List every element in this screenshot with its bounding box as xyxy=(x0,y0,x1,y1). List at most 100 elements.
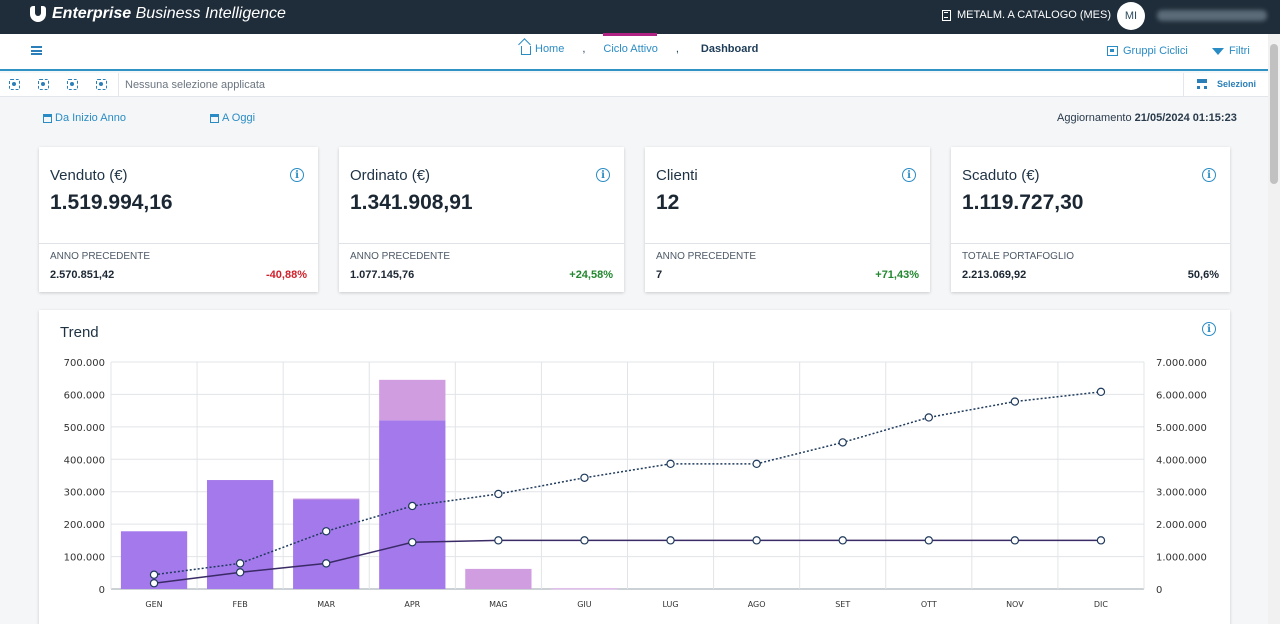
x-axis-tick: GEN xyxy=(145,600,162,609)
kpi-delta: +24,58% xyxy=(569,269,613,281)
y-axis-left-tick: 200.000 xyxy=(64,520,105,531)
scrollbar-thumb[interactable] xyxy=(1270,44,1278,184)
period-today-button[interactable]: A Oggi xyxy=(210,112,255,124)
y-axis-right-tick: 1.000.000 xyxy=(1156,553,1207,564)
menu-icon[interactable] xyxy=(31,46,42,55)
selezioni-button[interactable]: Selezioni xyxy=(1197,79,1256,89)
y-axis-right-tick: 7.000.000 xyxy=(1156,358,1207,369)
kpi-value: 1.519.994,16 xyxy=(50,191,173,214)
app-title: Enterprise Business Intelligence xyxy=(52,5,286,22)
series-point xyxy=(494,536,503,545)
kpi-title: Venduto (€) xyxy=(50,167,128,184)
series-point xyxy=(1010,536,1020,545)
info-icon[interactable]: i xyxy=(1202,322,1216,336)
series-point xyxy=(924,536,933,545)
trend-chart[interactable]: 700.000 600.000 500.000 400.000 300.000 200.0… xyxy=(39,310,1230,624)
kpi-delta: -40,88% xyxy=(266,269,307,281)
calendar-icon xyxy=(210,113,219,123)
info-icon[interactable]: i xyxy=(290,168,304,182)
selections-icon xyxy=(1197,79,1207,89)
expand-selection-icon[interactable] xyxy=(67,79,78,90)
kpi-value: 1.119.727,30 xyxy=(962,191,1084,214)
divider xyxy=(39,243,318,244)
divider xyxy=(339,243,624,244)
user-name-redacted[interactable] xyxy=(1157,10,1267,21)
x-axis-tick: AGO xyxy=(748,600,766,609)
y-axis-left-tick: 600.000 xyxy=(64,390,105,401)
calendar-icon xyxy=(43,113,52,123)
x-axis-tick: GIU xyxy=(577,600,592,609)
y-axis-left-tick: 0 xyxy=(99,585,105,596)
y-axis-right-tick: 2.000.000 xyxy=(1156,520,1207,531)
y-axis-right-tick: 6.000.000 xyxy=(1156,390,1207,401)
y-axis-right-tick: 3.000.000 xyxy=(1156,488,1207,499)
zoom-selection-icon[interactable] xyxy=(9,79,20,90)
kpi-card-ordinato: Ordinato (€) i 1.341.908,91 ANNO PRECEDE… xyxy=(339,147,624,292)
series-point xyxy=(752,536,761,545)
kpi-subtitle: ANNO PRECEDENTE xyxy=(50,251,151,262)
series-point xyxy=(235,559,245,568)
filter-icon xyxy=(1212,47,1224,55)
divider xyxy=(118,73,119,97)
kpi-previous-value: 1.077.145,76 xyxy=(350,269,415,281)
series-point xyxy=(1010,397,1020,406)
brand[interactable]: Enterprise Business Intelligence xyxy=(30,5,286,23)
series-point xyxy=(1096,536,1106,545)
kpi-delta: +71,43% xyxy=(875,269,919,281)
scrollbar[interactable] xyxy=(1268,34,1280,624)
divider xyxy=(645,243,930,244)
series-point xyxy=(149,579,159,588)
series-point xyxy=(322,559,331,568)
breadcrumb-separator: , xyxy=(582,43,586,55)
series-point xyxy=(580,473,589,482)
x-axis-tick: MAG xyxy=(489,600,507,609)
avatar[interactable]: MI xyxy=(1117,2,1145,30)
x-axis-tick: APR xyxy=(404,600,420,609)
info-icon[interactable]: i xyxy=(596,168,610,182)
brand-logo-icon xyxy=(30,6,46,22)
catalog-selector[interactable]: METALM. A CATALOGO (MES) xyxy=(942,9,1111,21)
breadcrumb-home[interactable]: Home xyxy=(521,43,564,55)
breadcrumb: Home , Ciclo Attivo , Dashboard xyxy=(521,33,758,55)
gruppi-ciclici-button[interactable]: Gruppi Ciclici xyxy=(1107,45,1188,57)
breadcrumb-separator: , xyxy=(675,43,679,55)
x-axis-tick: NOV xyxy=(1006,600,1024,609)
filtri-button[interactable]: Filtri xyxy=(1212,45,1250,57)
kpi-title: Clienti xyxy=(656,167,698,184)
kpi-subtitle: ANNO PRECEDENTE xyxy=(656,251,757,262)
building-icon xyxy=(942,9,951,21)
x-axis-tick: OTT xyxy=(921,600,937,609)
info-icon[interactable]: i xyxy=(902,168,916,182)
bar-stacked xyxy=(379,379,446,421)
home-icon xyxy=(521,46,531,55)
y-axis-right-tick: 5.000.000 xyxy=(1156,423,1207,434)
kpi-previous-value: 7 xyxy=(656,269,663,281)
x-axis-tick: MAR xyxy=(317,600,335,609)
kpi-value: 1.341.908,91 xyxy=(350,191,473,214)
y-axis-left-tick: 100.000 xyxy=(64,553,105,564)
kpi-card-clienti: Clienti i 12 ANNO PRECEDENTE 7 +71,43% xyxy=(645,147,930,292)
series-point xyxy=(1096,387,1106,397)
kpi-subtitle: ANNO PRECEDENTE xyxy=(350,251,451,262)
breadcrumb-ciclo-attivo[interactable]: Ciclo Attivo xyxy=(603,33,658,55)
selection-status: Nessuna selezione applicata xyxy=(125,79,266,91)
last-update: Aggiornamento 21/05/2024 01:15:23 xyxy=(1057,112,1237,124)
bar xyxy=(293,499,360,589)
kpi-previous-value: 2.570.851,42 xyxy=(50,269,115,281)
info-icon[interactable]: i xyxy=(1202,168,1216,182)
x-axis-tick: LUG xyxy=(662,600,678,609)
kpi-card-scaduto: Scaduto (€) i 1.119.727,30 TOTALE PORTAF… xyxy=(951,147,1230,292)
series-line-dotted xyxy=(153,391,1102,576)
series-point xyxy=(408,538,417,547)
x-axis-tick: FEB xyxy=(233,600,248,609)
period-ytd-button[interactable]: Da Inizio Anno xyxy=(43,112,126,124)
divider xyxy=(1183,73,1184,97)
clear-selection-icon[interactable] xyxy=(96,79,107,90)
kpi-value: 12 xyxy=(656,191,680,214)
series-point xyxy=(235,568,245,577)
catalog-label: METALM. A CATALOGO (MES) xyxy=(957,9,1112,21)
series-point xyxy=(666,459,675,469)
series-point xyxy=(494,489,503,499)
kpi-delta: 50,6% xyxy=(1187,269,1219,281)
select-area-icon[interactable] xyxy=(38,79,49,90)
